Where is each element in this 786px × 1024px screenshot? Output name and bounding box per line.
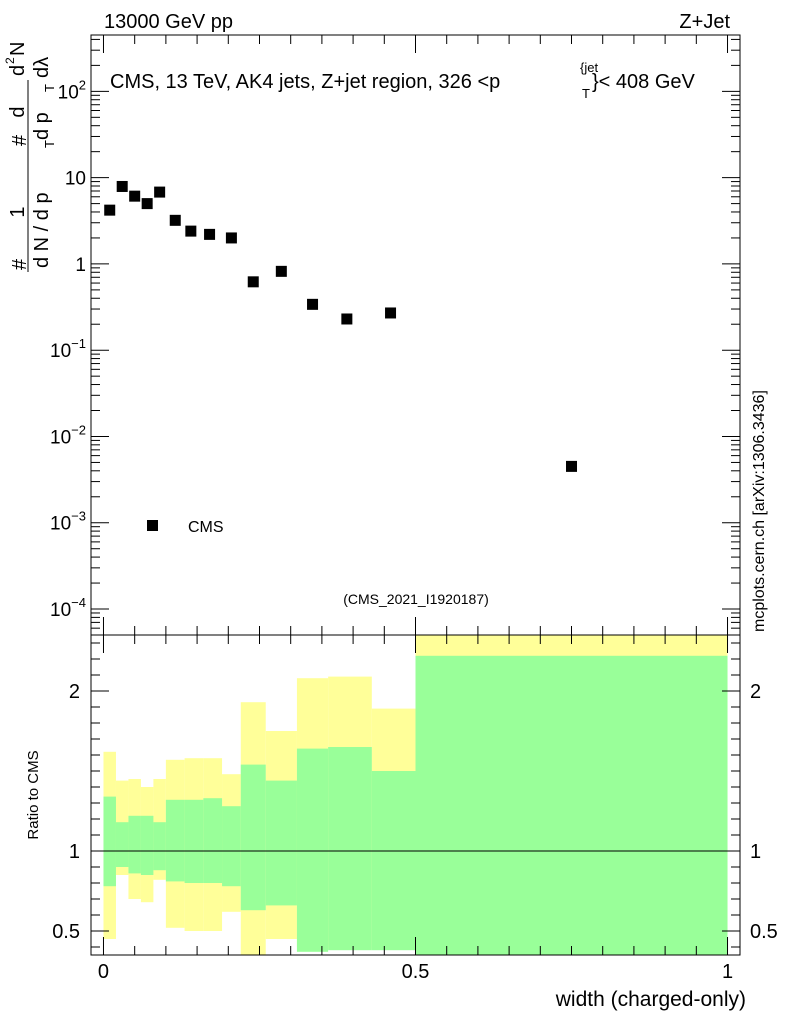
x-axis-label: width (charged-only) xyxy=(555,988,746,1011)
ratio-y-tick-label: 0.5 xyxy=(52,921,80,943)
ylabel-d2n-sup: 2 xyxy=(3,57,17,64)
ratio-inner-band xyxy=(165,799,185,882)
main-y-tick-labels: 102 10 1 10−1 10−2 10−3 10−4 xyxy=(50,77,86,621)
ratio-inner-band xyxy=(103,796,116,887)
main-title: CMS, 13 TeV, AK4 jets, Z+jet region, 326… xyxy=(110,71,500,93)
data-point xyxy=(247,276,259,288)
data-point xyxy=(225,232,237,244)
main-y-tick-label: 10 xyxy=(65,169,86,190)
data-point xyxy=(275,265,287,277)
main-y-tick-label: 10−4 xyxy=(50,595,86,621)
legend-label: CMS xyxy=(188,519,224,536)
x-tick-label: 0 xyxy=(98,961,109,983)
ratio-inner-band xyxy=(115,822,129,867)
ratio-inner-band xyxy=(184,799,204,883)
ratio-inner-band xyxy=(328,747,372,951)
side-credit-label: mcplots.cern.ch [arXiv:1306.3436] xyxy=(751,390,768,632)
x-tick-label: 0.5 xyxy=(402,961,430,983)
header-energy-label: 13000 GeV pp xyxy=(104,11,233,33)
ratio-inner-band xyxy=(153,822,166,871)
ratio-inner-band xyxy=(371,771,416,951)
ratio-bands xyxy=(103,635,728,955)
data-point xyxy=(104,204,116,216)
data-point xyxy=(116,180,128,192)
data-point xyxy=(169,214,181,226)
data-point xyxy=(385,307,397,319)
ylabel-d2n-d: d xyxy=(7,65,29,76)
main-y-tick-label: 10−1 xyxy=(50,336,86,362)
main-title-sup: {jet xyxy=(580,60,598,75)
main-data-points xyxy=(104,180,578,472)
data-point xyxy=(154,186,166,198)
ylabel-frac-den: d N / d p xyxy=(31,192,53,268)
ylabel-d-lambda: dλ xyxy=(31,57,53,78)
ratio-y-tick-label: 1 xyxy=(69,841,80,863)
main-title-sub: T xyxy=(582,86,590,101)
main-y-tick-label: 1 xyxy=(75,255,86,276)
main-y-axis-label: # 1 d N / d p T # d d p T dλ d 2 N xyxy=(3,42,57,272)
main-panel-frame xyxy=(90,34,741,636)
data-point xyxy=(185,225,197,237)
data-point xyxy=(141,198,153,210)
ratio-inner-band xyxy=(240,764,266,911)
ratio-inner-band xyxy=(203,798,223,883)
ratio-inner-band xyxy=(296,748,329,952)
main-y-tick-label: 10−3 xyxy=(50,509,86,535)
ylabel-hash-left: # xyxy=(9,258,31,270)
data-point xyxy=(566,460,578,472)
ylabel-d-den-sub: T xyxy=(42,84,57,92)
ratio-inner-band xyxy=(265,780,297,906)
ylabel-d-den: d p xyxy=(31,112,53,140)
main-title-tail: }< 408 GeV xyxy=(592,71,696,93)
ratio-ticks xyxy=(91,635,740,955)
ylabel-hash-mid: # xyxy=(9,134,31,146)
ylabel-d-num: d xyxy=(7,106,29,117)
data-point xyxy=(204,228,216,240)
ratio-panel: 2 2 1 1 0.5 0.5 0 0.5 1 Ratio to CMS width (char… xyxy=(25,634,778,1011)
ratio-y-tick-label-right: 1 xyxy=(750,841,761,863)
ratio-inner-band xyxy=(222,806,241,887)
ratio-tick-labels: 2 2 1 1 0.5 0.5 0 0.5 1 xyxy=(52,681,778,983)
ratio-y-tick-label-right: 0.5 xyxy=(750,921,778,943)
main-y-tick-label: 10−2 xyxy=(50,422,86,448)
ylabel-frac-num: 1 xyxy=(7,206,29,217)
main-y-tick-label: 102 xyxy=(58,77,86,103)
ratio-y-tick-label: 2 xyxy=(69,681,80,703)
header-process-label: Z+Jet xyxy=(679,11,730,33)
ratio-inner-band xyxy=(415,655,728,955)
main-panel: 102 10 1 10−1 10−2 10−3 10−4 CMS, 13 TeV, AK4 … xyxy=(3,34,741,636)
ylabel-frac-den-sub: T xyxy=(42,140,57,148)
data-point xyxy=(129,190,141,202)
legend-marker xyxy=(147,520,158,531)
ratio-y-axis-label: Ratio to CMS xyxy=(25,750,42,839)
main-y-ticks xyxy=(91,35,740,636)
main-title-text: CMS, 13 TeV, AK4 jets, Z+jet region, 326… xyxy=(110,71,500,93)
analysis-watermark: (CMS_2021_I1920187) xyxy=(343,591,489,607)
ratio-inner-band xyxy=(128,815,141,874)
x-tick-label: 1 xyxy=(722,961,733,983)
data-point xyxy=(341,313,353,325)
ylabel-d2n-n: N xyxy=(7,42,29,56)
ratio-inner-band xyxy=(140,815,154,875)
ratio-y-tick-label-right: 2 xyxy=(750,681,761,703)
data-point xyxy=(307,298,319,310)
